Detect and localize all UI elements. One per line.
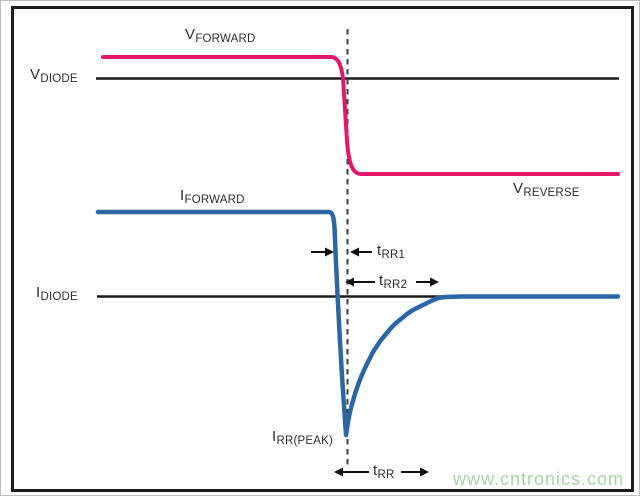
- vforward-label: VFORWARD: [185, 26, 256, 45]
- trr1-dimension-arrows: [311, 247, 372, 257]
- trr1-left-arrowhead: [325, 247, 334, 257]
- vreverse-label: VREVERSE: [513, 180, 580, 199]
- figure-frame: [11, 6, 634, 492]
- trr2-label: tRR2: [379, 272, 408, 291]
- iforward-label: IFORWARD: [180, 187, 245, 206]
- irr-peak-label: IRR(PEAK): [272, 428, 334, 447]
- trr1-label: tRR1: [377, 242, 406, 261]
- trr-dimension-arrows: [334, 467, 429, 477]
- trr2-dimension-arrows: [345, 277, 439, 287]
- vdiode-label: VDIODE: [30, 66, 78, 85]
- trr-left-arrowhead: [334, 467, 343, 477]
- trr2-left-arrowhead: [345, 277, 354, 287]
- trr-right-arrowhead: [420, 467, 429, 477]
- watermark-text: www.cntronics.com: [453, 469, 625, 489]
- voltage-waveform: [101, 55, 620, 176]
- idiode-label: IDIODE: [36, 284, 78, 303]
- current-waveform: [95, 209, 621, 438]
- trr1-right-arrowhead: [350, 247, 359, 257]
- trr2-right-arrowhead: [430, 277, 439, 287]
- trr-label: tRR: [373, 462, 395, 481]
